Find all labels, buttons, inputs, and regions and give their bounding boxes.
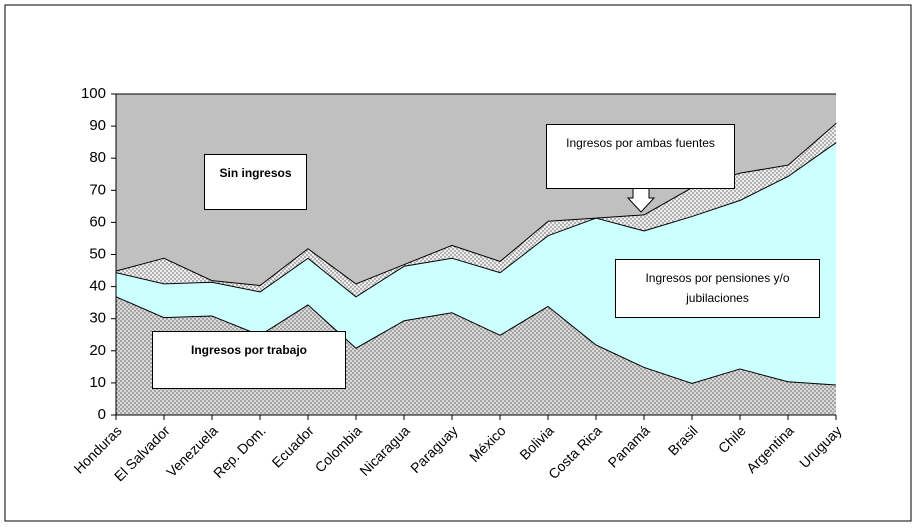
series-label: Ingresos por pensiones y/o jubilaciones: [615, 259, 820, 318]
y-tick-label: 70: [89, 181, 106, 198]
y-tick-label: 80: [89, 149, 106, 166]
y-tick-label: 40: [89, 278, 106, 295]
x-tick-label: Rep. Dom.: [210, 422, 269, 481]
x-tick-label: México: [466, 422, 509, 465]
x-tick-label: Paraguay: [407, 422, 461, 476]
x-tick-label: Uruguay: [796, 422, 845, 471]
y-tick-label: 90: [89, 117, 106, 134]
x-tick-label: Ecuador: [269, 422, 317, 470]
x-tick-label: Panamá: [605, 422, 653, 470]
y-tick-label: 20: [89, 342, 106, 359]
x-tick-label: Chile: [715, 422, 749, 456]
x-tick-label: Argentina: [743, 422, 797, 476]
area-texture: [116, 122, 836, 297]
y-tick-label: 60: [89, 213, 106, 230]
y-tick-label: 50: [89, 245, 106, 262]
frame: [4, 4, 912, 522]
series-label: Ingresos por trabajo: [152, 331, 346, 389]
x-tick-label: Nicaragua: [356, 422, 413, 479]
y-tick-label: 30: [89, 310, 106, 327]
x-tick-label: Brasil: [665, 422, 701, 458]
series-label: Sin ingresos: [204, 154, 307, 210]
series-label: Ingresos por ambas fuentes: [546, 124, 735, 189]
y-tick-label: 10: [89, 374, 106, 391]
y-tick-label: 100: [81, 85, 106, 102]
x-tick-label: Bolivia: [516, 422, 557, 463]
y-tick-label: 0: [98, 406, 106, 423]
area: [116, 142, 836, 385]
